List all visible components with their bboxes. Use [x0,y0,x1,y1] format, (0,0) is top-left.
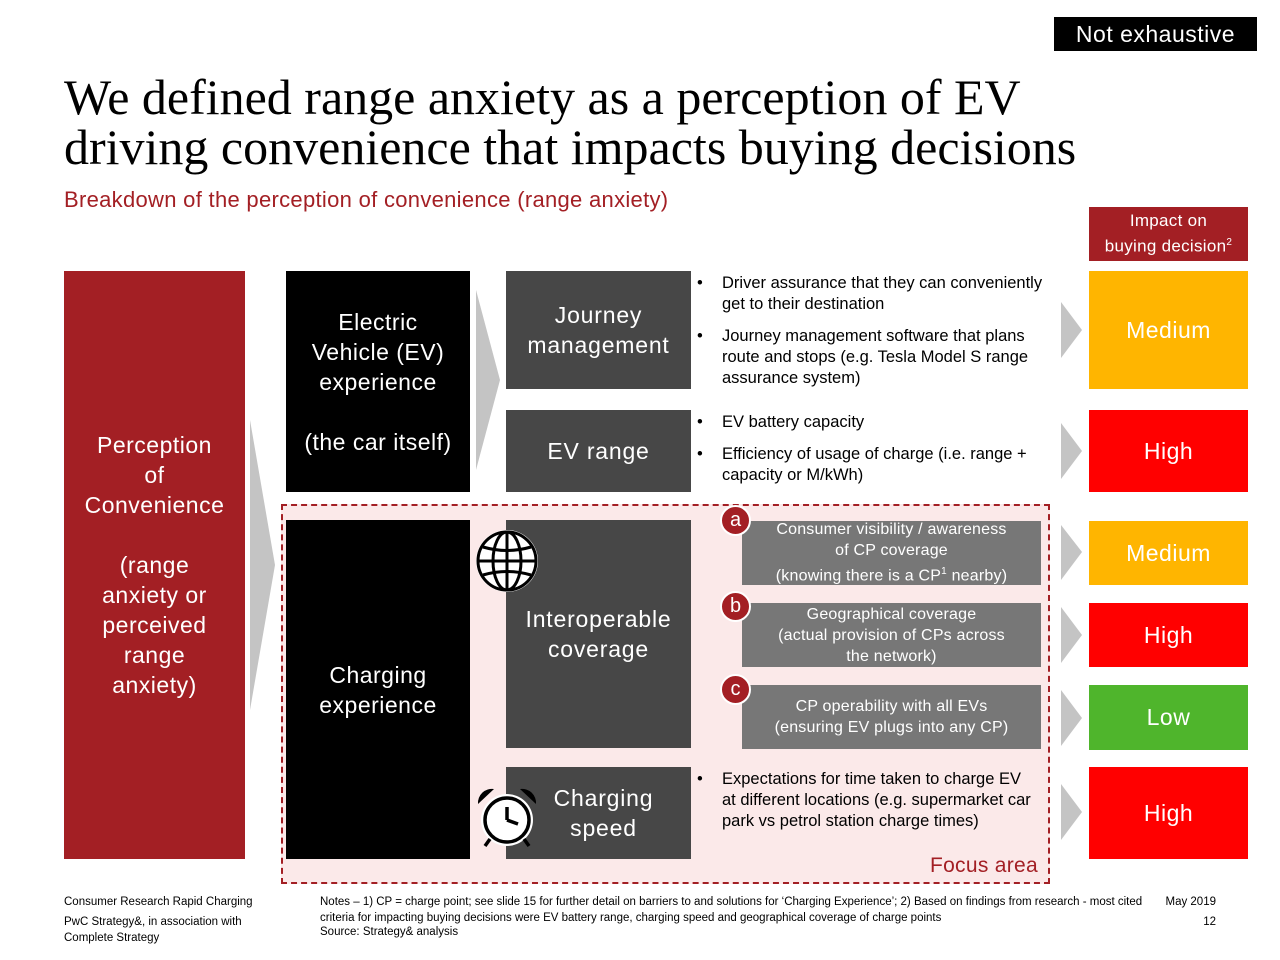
journey-management-bullets: • Driver assurance that they can convenie… [695,273,1045,400]
ev-range-box: EV range [506,410,691,492]
ev-experience-box: Electric Vehicle (EV) experience (the ca… [286,271,470,492]
bullet-item: • Expectations for time taken to charge E… [697,770,1031,830]
title-line-2: driving convenience that impacts buying … [64,119,1077,175]
impact-header: Impact on buying decision2 [1089,207,1248,261]
footer-source: Source: Strategy& analysis [320,926,459,938]
bullet-item: • Driver assurance that they can convenie… [697,274,1043,313]
chevron-perception [250,420,275,710]
alarm-clock-icon [477,788,537,848]
page-subtitle: Breakdown of the perception of convenien… [64,187,669,212]
footer-notes: Notes – 1) CP = charge point; see slide … [320,896,1143,924]
charging-experience-box: Charging experience [286,520,470,859]
chevron-impact-4 [1061,607,1082,663]
badge-b: b [720,591,751,622]
charging-speed-bullets: • Expectations for time taken to charge E… [695,769,1035,843]
perception-of-convenience-box: Perception of Convenience (range anxiety… [64,271,245,859]
journey-management-box: Journey management [506,271,691,389]
bullet-item: • EV battery capacity [697,413,865,431]
impact-charging-speed: High [1089,767,1248,859]
ev-range-bullets: • EV battery capacity • Efficiency of usag… [695,412,1045,497]
charging-speed-box: Charging speed [506,767,691,859]
impact-header-footnote: 2 [1226,237,1233,249]
page-number: 12 [1203,916,1216,928]
chevron-impact-5 [1061,690,1082,746]
impact-header-text: Impact on buying decision [1104,211,1227,256]
chevron-ev-experience [476,290,500,470]
globe-icon [476,530,538,592]
badge-a: a [720,505,751,536]
chevron-impact-2 [1061,423,1082,479]
title-line-1: We defined range anxiety as a perception… [64,69,1021,125]
impact-ev-range: High [1089,410,1248,492]
chevron-impact-1 [1061,302,1082,358]
not-exhaustive-tag: Not exhaustive [1054,17,1257,51]
sub-item-a: Consumer visibility / awareness of CP co… [742,521,1041,585]
bullet-item: • Efficiency of usage of charge (i.e. ran… [697,445,1027,484]
chevron-impact-3 [1061,525,1082,580]
footer-project: Consumer Research Rapid Charging [64,896,253,908]
bullet-item: • Journey management software that plans … [697,327,1029,387]
footer-company: PwC Strategy&, in association with Compl… [64,916,242,944]
sub-item-b: Geographical coverage (actual provision … [742,603,1041,667]
badge-c: c [720,674,751,705]
impact-consumer-visibility: Medium [1089,521,1248,585]
focus-area-label: Focus area [929,854,1038,877]
chevron-impact-6 [1061,784,1082,840]
impact-cp-operability: Low [1089,685,1248,750]
page-title: We defined range anxiety as a perception… [64,72,1244,172]
sub-item-c: CP operability with all EVs (ensuring EV… [742,685,1041,749]
impact-geographical-coverage: High [1089,603,1248,667]
impact-journey-management: Medium [1089,271,1248,389]
footer-date: May 2019 [1165,896,1216,908]
